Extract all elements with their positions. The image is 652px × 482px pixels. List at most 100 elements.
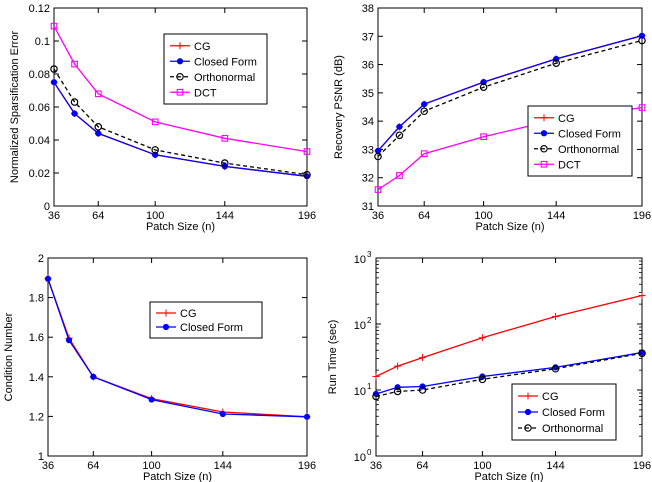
- panel-4-series-orthonormal-point-4: [478, 375, 487, 384]
- panel-1-xtick-label: 100: [146, 210, 164, 222]
- panel-2-ytick-label: 33: [362, 144, 374, 156]
- panel-4-axes-box: [375, 257, 643, 457]
- panel-1-series-orthonormal-point-5: [220, 159, 229, 167]
- panel-1-series-closed-form-point-4: [152, 151, 159, 158]
- panel-2-legend-dct-marker: [540, 160, 548, 168]
- panel-1-series-dct-line: [53, 25, 308, 153]
- panel-3-legend: CG Closed Form: [149, 301, 263, 339]
- panel-1-series-orthonormal: [50, 65, 311, 179]
- panel-3-legend-closed-form-marker: [162, 323, 170, 331]
- panel-2-ytick-label: 31: [362, 201, 374, 213]
- panel-4-series-cg-line: [375, 294, 643, 378]
- panel-3-legend-closed-form-label: Closed Form: [180, 322, 243, 334]
- panel-4-xtick-label: 196: [633, 460, 651, 472]
- panel-2-series-closed-form-point-2: [396, 123, 403, 130]
- panel-4-series-orthonormal-point-3: [418, 386, 427, 394]
- panel-2-ytick-label: 38: [362, 3, 374, 15]
- panel-3-series-closed-form: [44, 275, 311, 420]
- panel-2-legend-orthonormal-label: Orthonormal: [558, 144, 619, 156]
- panel-1-ytick-label: 0.08: [29, 69, 50, 81]
- panel-3-legend-box: [149, 301, 263, 339]
- panel-4-ytick-exponent: 2: [367, 316, 372, 325]
- panel-2-ytick-label: 34: [362, 116, 374, 128]
- panel-2-xtick-label: 64: [418, 210, 430, 222]
- panel-3-ytick-label: 1.6: [29, 332, 44, 344]
- panel-3-xtick-label: 196: [298, 460, 316, 472]
- panel-1-legend-orthonormal-marker: [176, 72, 184, 81]
- panel-4-ytick-label: 10: [354, 452, 366, 464]
- panel-1-xtick-label: 196: [298, 210, 316, 222]
- panel-2-legend-closed-form-marker: [540, 130, 548, 137]
- panel-1-series-orthonormal-point-6: [303, 170, 311, 179]
- panel-4-ytick-label: 10: [354, 320, 366, 332]
- panel-3-series-closed-form-point-6: [303, 413, 311, 420]
- panel-1-legend-cg-label: CG: [194, 41, 211, 53]
- panel-1-ytick-label: 0.04: [29, 135, 50, 147]
- panel-4-series-orthonormal-point-6: [638, 349, 646, 358]
- panel-4-legend-cg-label: CG: [542, 391, 559, 403]
- panel-1-series-closed-form-point-1: [50, 79, 58, 86]
- panel-4-legend: CG Closed Form Orthonormal: [511, 383, 617, 441]
- panel-3-ytick-label: 1.4: [29, 372, 44, 384]
- panel-4-ytick-exponent: 3: [367, 250, 372, 259]
- panel-4-ytick-exponent: 1: [367, 382, 372, 391]
- panel-2-series-orthonormal-point-2: [395, 131, 404, 140]
- panel-4-ytick-exponent: 0: [367, 448, 372, 457]
- panel-1-ytick-label: 0.02: [29, 168, 50, 180]
- panel-1-xtick-label: 64: [92, 210, 104, 222]
- panel-3-ytick-label: 1: [38, 451, 44, 463]
- panel-1: 36 64 100 144 196 0 0.02 0.04 0.06 0.08 0.1 0.12 Pat…: [9, 3, 316, 233]
- panel-3-xtick-label: 36: [42, 460, 54, 472]
- panel-2-series-orthonormal-point-6: [638, 36, 646, 45]
- panel-4-ytick-label: 10: [354, 254, 366, 266]
- panel-3-ytick-label: 2: [38, 253, 44, 265]
- panel-3-xtick-label: 100: [142, 460, 160, 472]
- panel-4-ytick-label: 10: [354, 386, 366, 398]
- panel-4-series-orthonormal-point-1: [372, 392, 380, 401]
- panel-4-legend-orthonormal-label: Orthonormal: [542, 423, 603, 435]
- panel-1-legend-closed-form-marker: [176, 58, 184, 65]
- panel-1-series-closed-form-line: [53, 81, 308, 177]
- panel-1-ytick-label: 0.1: [35, 36, 50, 48]
- panel-1-legend: CG Closed Form Orthonormal DCT: [163, 33, 268, 105]
- panel-1-series-dct-point-2: [71, 60, 78, 68]
- panel-4-xlabel: Patch Size (n): [474, 471, 543, 482]
- panel-3: 36 64 100 144 196 1 1.2 1.4 1.6 1.8 2 Patch Size (n…: [3, 253, 316, 482]
- panel-2-series-orthonormal: [374, 36, 646, 161]
- panel-1-series-dct-point-1: [50, 22, 58, 30]
- panel-1-series-dct-point-6: [303, 148, 311, 155]
- panel-2-legend-closed-form-label: Closed Form: [558, 128, 621, 140]
- panel-1-legend-dct-label: DCT: [194, 87, 217, 99]
- panel-2-series-orthonormal-point-5: [552, 59, 561, 67]
- panel-2-legend: CG Closed Form Orthonormal DCT: [527, 105, 633, 177]
- panel-1-ytick-label: 0: [44, 201, 50, 213]
- panel-2-ytick-label: 35: [362, 88, 374, 100]
- panel-1-series-dct-point-3: [94, 90, 102, 98]
- panel-4-legend-closed-form-marker: [524, 408, 532, 416]
- panel-1-xtick-label: 144: [216, 210, 234, 222]
- panel-4-series-cg: [372, 292, 646, 381]
- panel-3-ytick-label: 1.8: [29, 293, 44, 305]
- panel-4-legend-closed-form-label: Closed Form: [542, 407, 605, 419]
- panel-4-series-orthonormal-point-5: [551, 364, 560, 373]
- panel-3-series-closed-form-point-3: [90, 373, 97, 380]
- panel-4-legend-orthonormal-marker: [524, 424, 532, 432]
- panel-2-series-closed-form: [374, 32, 646, 154]
- panel-2-xtick-label: 36: [372, 210, 384, 222]
- panel-3-series-closed-form-line: [47, 278, 308, 418]
- panel-3-series-closed-form-point-5: [219, 410, 226, 418]
- panel-3-xtick-label: 144: [214, 460, 232, 472]
- panel-1-series-closed-form-point-2: [71, 110, 78, 117]
- panel-2-series-dct-point-4: [480, 133, 487, 141]
- panel-1-xlabel: Patch Size (n): [146, 221, 215, 233]
- panel-3-xtick-label: 64: [87, 460, 99, 472]
- panel-1-ytick-label: 0.06: [29, 102, 50, 114]
- panel-2-legend-orthonormal-marker: [540, 144, 548, 153]
- panel-3-series-closed-form-point-1: [44, 275, 52, 282]
- panel-2-series-closed-form-point-3: [421, 101, 428, 108]
- panel-2-series-dct-point-2: [396, 172, 403, 179]
- panel-2-series-orthonormal-line: [377, 39, 643, 157]
